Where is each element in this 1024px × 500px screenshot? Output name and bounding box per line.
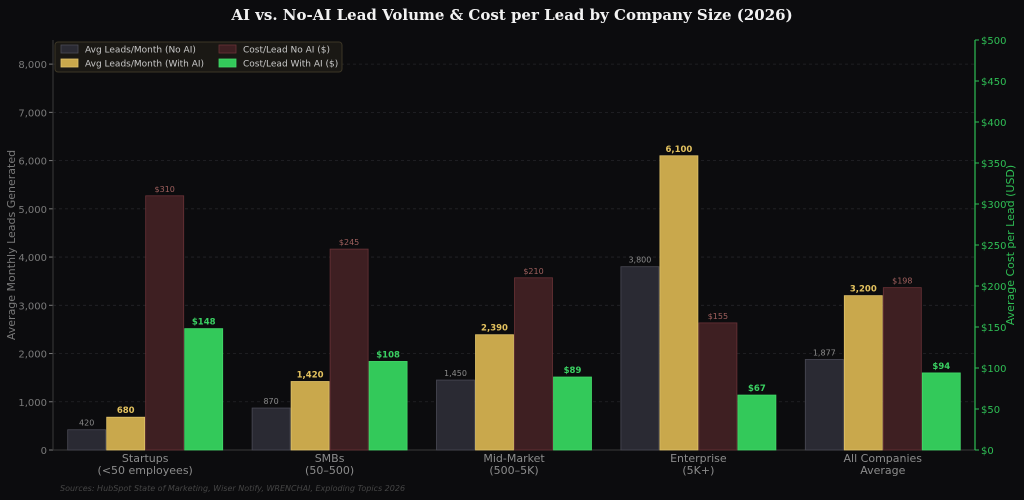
legend-swatch	[60, 44, 79, 54]
bar	[436, 379, 475, 451]
category-label: Average	[860, 464, 905, 477]
right-tick-label: $0	[981, 446, 994, 457]
bar	[184, 328, 224, 451]
bar	[620, 266, 660, 451]
right-tick-label: $100	[981, 364, 1006, 375]
category-label: (5K+)	[682, 464, 714, 477]
left-tick-label: 2,000	[18, 350, 47, 361]
x-axis-categories: Startups(<50 employees) SMBs(50–500) Mid-M…	[98, 452, 923, 477]
legend-label: Avg Leads/Month (With AI)	[85, 60, 204, 70]
bar-value-label: 680	[117, 406, 135, 416]
left-tick-label: 7,000	[18, 108, 47, 119]
bar	[67, 429, 107, 451]
category-label: SMBs	[315, 452, 345, 465]
bar-value-label: $310	[155, 185, 175, 194]
left-tick-label: 5,000	[18, 205, 47, 216]
bar	[368, 361, 408, 451]
bar-value-label: 420	[79, 419, 94, 428]
bar	[251, 407, 291, 451]
legend-box	[54, 41, 343, 73]
left-tick-label: 1,000	[18, 398, 47, 409]
bar-value-label: 2,390	[481, 324, 508, 334]
bar	[106, 416, 146, 451]
right-tick-label: $150	[981, 323, 1006, 334]
legend-label: Cost/Lead No AI ($)	[243, 46, 330, 56]
right-tick-label: $50	[981, 405, 1000, 416]
right-y-axis: $0 $50 $100 $150 $200 $250 $300 $350 $400 $450 $50…	[974, 36, 1006, 457]
right-tick-label: $200	[981, 282, 1006, 293]
right-y-axis-label: Average Cost per Lead (USD)	[1004, 165, 1017, 325]
bar	[659, 155, 699, 451]
legend-swatch	[218, 58, 237, 68]
left-tick-label: 3,000	[18, 301, 47, 312]
right-tick-label: $300	[981, 200, 1006, 211]
bar-value-label: $108	[376, 350, 400, 360]
right-tick-label: $400	[981, 118, 1006, 129]
left-tick-label: 4,000	[18, 253, 47, 264]
bar-value-label: $198	[892, 277, 912, 286]
bar-value-label: 1,877	[813, 348, 836, 357]
bar	[329, 248, 369, 451]
right-tick-label: $450	[981, 77, 1006, 88]
bar-value-label: 6,100	[665, 145, 692, 155]
right-tick-label: $250	[981, 241, 1006, 252]
right-tick-label: $350	[981, 159, 1006, 170]
category-label: Startups	[122, 452, 169, 465]
left-tick-label: 0	[41, 446, 47, 457]
left-tick-label: 8,000	[18, 60, 47, 71]
right-tick-label: $500	[981, 36, 1006, 47]
category-label: (<50 employees)	[98, 464, 193, 477]
bar	[804, 359, 844, 451]
legend-label: Cost/Lead With AI ($)	[243, 60, 338, 70]
bar-value-label: 1,420	[297, 371, 324, 381]
bar	[475, 334, 514, 451]
bar-value-label: 3,800	[628, 256, 651, 265]
bar-value-label: $89	[564, 366, 582, 376]
bar	[882, 287, 922, 451]
bar	[843, 295, 883, 451]
bar-value-label: 870	[263, 397, 278, 406]
bar	[553, 376, 592, 451]
legend-swatch	[218, 44, 237, 54]
bar	[290, 381, 330, 451]
category-label: (50–500)	[305, 464, 354, 477]
bar-value-label: 3,200	[850, 285, 877, 295]
bar-value-label: $210	[523, 267, 543, 276]
source-note: Sources: HubSpot State of Marketing, Wis…	[60, 484, 405, 493]
bar	[737, 394, 777, 451]
bar-value-label: $148	[192, 318, 216, 328]
legend-swatch	[60, 58, 79, 68]
legend-label: Avg Leads/Month (No AI)	[85, 46, 196, 56]
bar-value-label: $94	[932, 362, 950, 372]
bar-value-label: 1,450	[444, 369, 467, 378]
category-label: Enterprise	[670, 452, 727, 465]
bar	[514, 277, 553, 451]
left-tick-label: 6,000	[18, 157, 47, 168]
chart-title: AI vs. No-AI Lead Volume & Cost per Lead…	[230, 6, 792, 24]
bar-value-label: $245	[339, 238, 359, 247]
category-label: All Companies	[844, 452, 923, 465]
bar	[698, 322, 738, 451]
category-label: (500–5K)	[489, 464, 538, 477]
bar-value-label: $155	[708, 312, 728, 321]
legend: Avg Leads/Month (No AI) Avg Leads/Month (…	[54, 41, 343, 73]
bar-value-labels: 420 680 $310 $148 870 1,420 $245 $108 1,450 2,390…	[79, 145, 950, 428]
bar-value-label: $67	[748, 384, 766, 394]
category-label: Mid-Market	[483, 452, 545, 465]
bar	[921, 372, 961, 451]
left-y-axis-label: Average Monthly Leads Generated	[5, 150, 18, 340]
bar	[145, 195, 185, 451]
bars	[67, 155, 961, 451]
